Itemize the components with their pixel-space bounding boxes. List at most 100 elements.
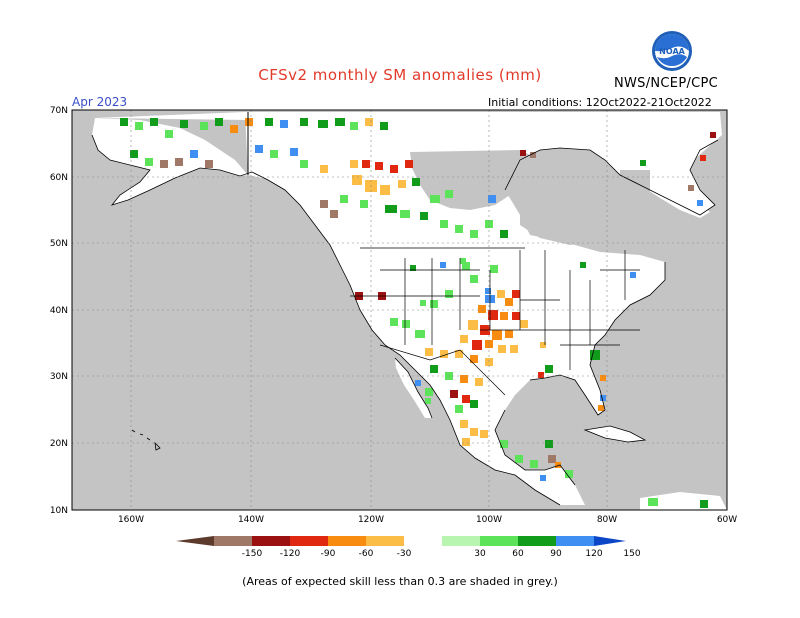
anomaly-cell bbox=[510, 345, 518, 353]
anomaly-cell bbox=[540, 475, 546, 481]
anomaly-cell bbox=[385, 205, 397, 213]
anomaly-cell bbox=[497, 290, 505, 298]
map-frame bbox=[71, 109, 728, 511]
anomaly-cell bbox=[440, 220, 448, 228]
anomaly-cell bbox=[175, 158, 183, 166]
anomaly-cell bbox=[462, 438, 470, 446]
colorbar-cell bbox=[556, 536, 595, 546]
colorbar-cell bbox=[404, 536, 443, 546]
anomaly-cell bbox=[412, 178, 420, 186]
anomaly-cell bbox=[365, 118, 373, 126]
anomaly-cell bbox=[245, 118, 253, 126]
colorbar-cell bbox=[518, 536, 557, 546]
graticule bbox=[72, 110, 727, 510]
anomaly-cell bbox=[405, 160, 413, 168]
anomaly-cell bbox=[135, 122, 143, 130]
anomaly-cell bbox=[688, 185, 694, 191]
anomaly-cell bbox=[498, 345, 506, 353]
longitude-labels: 160W 140W 120W 100W 80W 60W bbox=[118, 515, 737, 525]
anomaly-cell bbox=[540, 342, 546, 348]
anomaly-cell bbox=[410, 265, 416, 271]
anomaly-cell bbox=[512, 312, 520, 320]
anomaly-cell bbox=[492, 330, 502, 340]
coastlines bbox=[91, 112, 719, 506]
anomaly-cell bbox=[300, 160, 308, 168]
anomaly-cell bbox=[390, 318, 398, 326]
skill-footnote: (Areas of expected skill less than 0.3 a… bbox=[242, 575, 558, 588]
anomaly-cell bbox=[700, 155, 706, 161]
anomaly-cell bbox=[488, 195, 496, 203]
noaa-logo: NOAA bbox=[651, 30, 693, 76]
anomaly-cell bbox=[515, 455, 523, 463]
colorbar-tick-label: -60 bbox=[359, 549, 374, 559]
anomaly-cell bbox=[485, 288, 491, 294]
anomaly-cell bbox=[300, 118, 308, 126]
anomaly-cell bbox=[425, 388, 433, 396]
colorbar-tick-label: -90 bbox=[321, 549, 336, 559]
anomaly-cell bbox=[415, 330, 425, 338]
anomaly-cell bbox=[205, 160, 213, 168]
anomaly-cell bbox=[500, 312, 508, 320]
anomaly-cell bbox=[255, 145, 263, 153]
anomaly-cell bbox=[380, 185, 390, 195]
anomaly-cell bbox=[120, 118, 128, 126]
anomaly-cell bbox=[430, 300, 438, 308]
anomaly-cell bbox=[648, 498, 658, 506]
colorbar-tick-label: -30 bbox=[397, 549, 412, 559]
anomaly-cell bbox=[375, 162, 383, 170]
anomaly-cell bbox=[445, 190, 453, 198]
initial-conditions-label: Initial conditions: 12Oct2022-21Oct2022 bbox=[488, 96, 712, 109]
anomaly-cell bbox=[455, 405, 463, 413]
colorbar-right-arrow bbox=[594, 536, 626, 546]
anomaly-cell bbox=[420, 212, 428, 220]
anomaly-cell bbox=[402, 320, 410, 328]
colorbar-cell bbox=[480, 536, 519, 546]
anomaly-cell bbox=[470, 400, 478, 408]
anomaly-cell bbox=[420, 300, 426, 306]
anomaly-cell bbox=[230, 125, 238, 133]
anomaly-cell bbox=[580, 262, 586, 268]
anomaly-cell bbox=[470, 230, 478, 238]
anomaly-cell bbox=[215, 118, 223, 126]
anomaly-cell bbox=[380, 122, 388, 130]
anomaly-cell bbox=[270, 150, 278, 158]
anomaly-cell bbox=[265, 118, 273, 126]
anomaly-cell bbox=[505, 330, 513, 338]
anomaly-cell bbox=[565, 470, 573, 478]
hawaii-islands bbox=[131, 429, 161, 451]
anomaly-cell bbox=[415, 380, 421, 386]
anomaly-cell bbox=[455, 225, 463, 233]
map-title: CFSv2 monthly SM anomalies (mm) bbox=[258, 66, 542, 84]
colorbar-tick-label: -120 bbox=[280, 549, 301, 559]
anomaly-cell bbox=[520, 320, 528, 328]
colorbar-tick-label: 60 bbox=[512, 549, 524, 559]
anomaly-cell bbox=[478, 305, 486, 313]
valid-month-label: Apr 2023 bbox=[72, 95, 128, 109]
lat-label-60n: 60N bbox=[50, 173, 68, 183]
colorbar-cell bbox=[328, 536, 367, 546]
anomaly-cell bbox=[640, 160, 646, 166]
colorbar-cell bbox=[252, 536, 291, 546]
anomaly-cell bbox=[360, 200, 368, 208]
anomaly-cell bbox=[440, 350, 448, 358]
colorbar-tick-label: 30 bbox=[474, 549, 486, 559]
colorbar-tick-label: 150 bbox=[623, 549, 640, 559]
lon-label-60w: 60W bbox=[717, 515, 737, 525]
anomaly-cell bbox=[475, 378, 483, 386]
anomaly-cell bbox=[425, 348, 433, 356]
anomaly-cell bbox=[500, 440, 508, 448]
anomaly-cell bbox=[130, 150, 138, 158]
anomaly-cell bbox=[472, 340, 482, 350]
anomaly-cell bbox=[468, 320, 478, 330]
anomaly-cell bbox=[400, 210, 410, 218]
anomaly-cell bbox=[470, 275, 478, 283]
colorbar-cell bbox=[442, 536, 481, 546]
anomaly-cell bbox=[350, 160, 358, 168]
anomaly-cell bbox=[390, 165, 398, 173]
lat-label-70n: 70N bbox=[50, 106, 68, 116]
anomaly-cell bbox=[362, 160, 370, 168]
anomaly-cell bbox=[460, 258, 466, 264]
anomaly-cell bbox=[165, 130, 173, 138]
anomaly-cell bbox=[335, 118, 345, 126]
anomaly-cell bbox=[320, 165, 328, 173]
